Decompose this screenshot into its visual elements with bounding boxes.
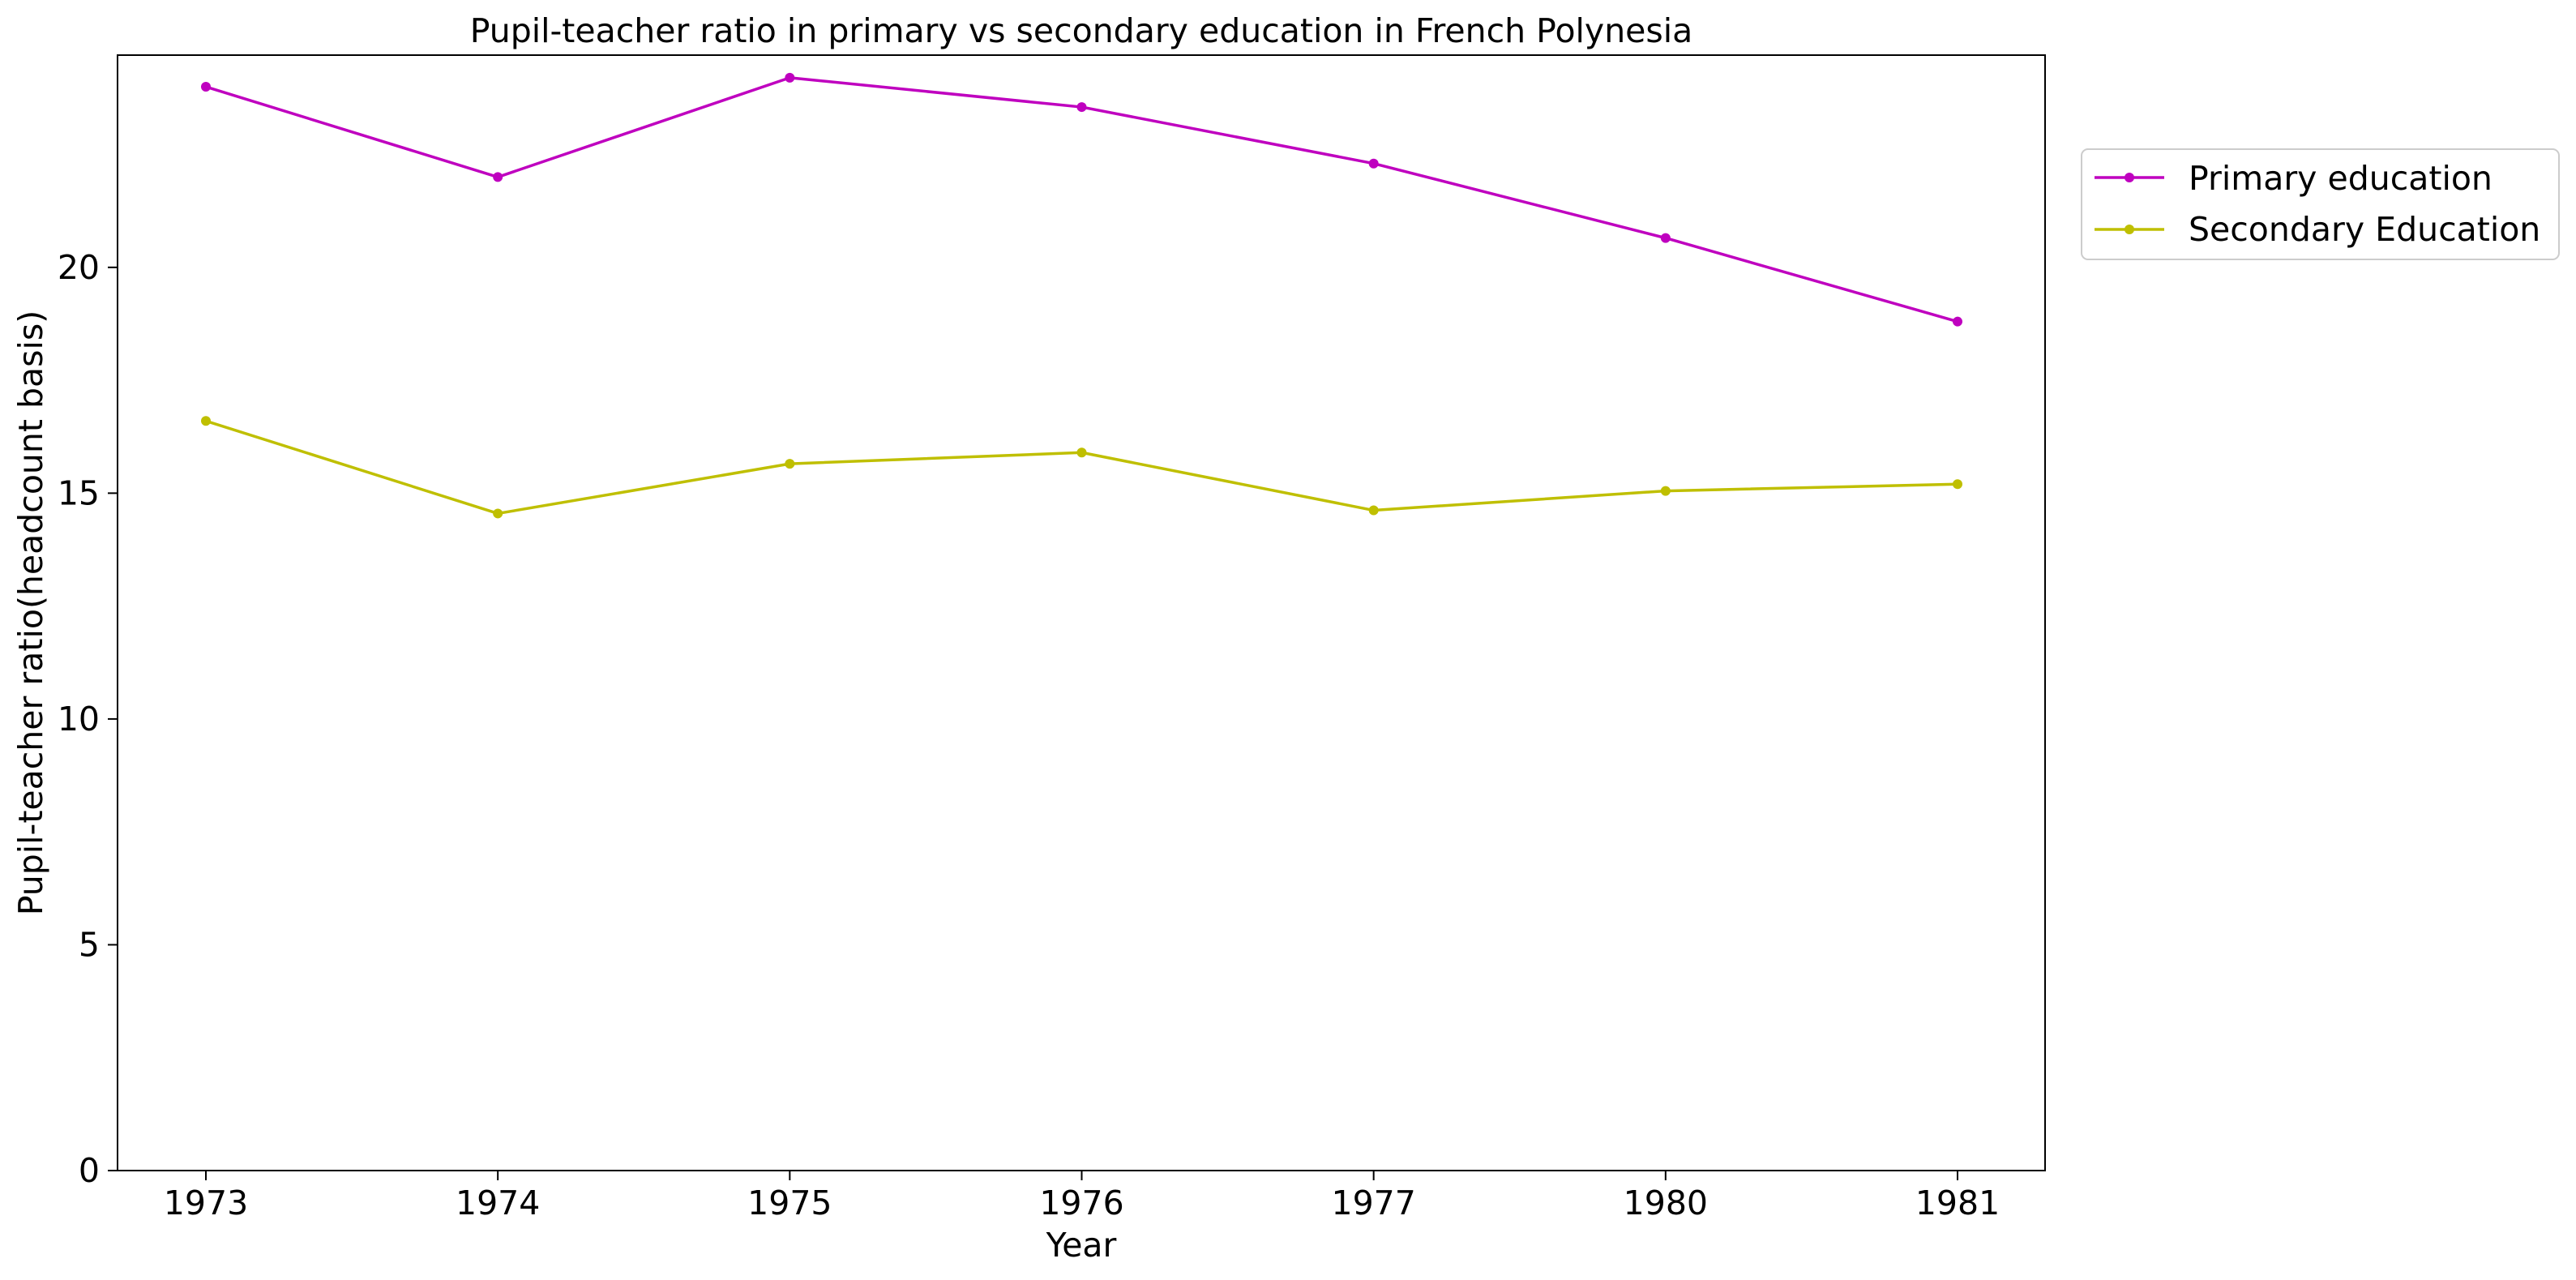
x-tick-label: 1975	[747, 1184, 832, 1222]
legend-box	[2081, 148, 2560, 260]
data-point-primary-education	[1660, 233, 1671, 243]
x-axis: 1973 1974 1975 1976 1977 1980 1981	[164, 1171, 2000, 1222]
x-tick-label: 1977	[1331, 1184, 1415, 1222]
x-tick-label: 1981	[1915, 1184, 2000, 1222]
data-point-secondary-education	[493, 508, 503, 519]
plot-area	[117, 54, 2046, 1171]
legend: Primary education Secondary Education	[2081, 148, 2560, 260]
data-point-primary-education	[1368, 158, 1379, 169]
data-point-primary-education	[785, 72, 795, 83]
legend-label-primary-education: Primary education	[2189, 159, 2493, 198]
x-tick-label: 1980	[1624, 1184, 1708, 1222]
chart-title: Pupil-teacher ratio in primary vs second…	[470, 11, 1693, 50]
data-point-primary-education	[493, 172, 503, 182]
legend-label-secondary-education: Secondary Education	[2189, 210, 2540, 249]
data-point-secondary-education	[201, 416, 211, 426]
series-layer	[201, 72, 1962, 519]
data-point-secondary-education	[1660, 486, 1671, 496]
y-tick-label: 5	[79, 925, 100, 964]
legend-marker-primary-education	[2125, 173, 2134, 182]
y-tick-label: 10	[58, 700, 100, 738]
x-tick-label: 1976	[1039, 1184, 1123, 1222]
y-tick-label: 0	[79, 1151, 100, 1190]
data-point-secondary-education	[1953, 479, 1962, 490]
data-point-primary-education	[1076, 102, 1087, 113]
y-axis-label: Pupil-teacher ratio(headcount basis)	[11, 310, 50, 916]
y-tick-label: 20	[58, 248, 100, 287]
x-tick-label: 1974	[456, 1184, 540, 1222]
data-point-secondary-education	[785, 459, 795, 469]
data-point-secondary-education	[1368, 505, 1379, 516]
data-point-secondary-education	[1076, 447, 1087, 458]
y-axis: 0 5 10 15 20	[58, 248, 118, 1190]
data-point-primary-education	[201, 81, 211, 92]
x-axis-label: Year	[1046, 1226, 1117, 1265]
legend-marker-secondary-education	[2125, 225, 2134, 234]
data-point-primary-education	[1953, 316, 1962, 327]
x-tick-label: 1973	[164, 1184, 248, 1222]
y-tick-label: 15	[58, 473, 100, 512]
